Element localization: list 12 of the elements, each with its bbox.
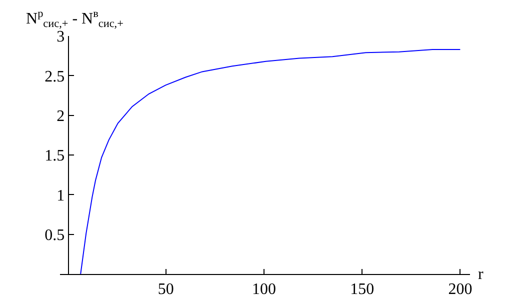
y-tick-label: 0.5 bbox=[44, 226, 65, 244]
y-tick-label: 2 bbox=[56, 108, 65, 125]
y-tick-label: 1.5 bbox=[44, 148, 65, 165]
y-tick-label: 1 bbox=[56, 187, 65, 204]
x-axis-title: r bbox=[478, 266, 484, 283]
line-series bbox=[80, 48, 461, 274]
x-tick-label: 100 bbox=[252, 281, 276, 298]
x-tick-label: 150 bbox=[350, 281, 374, 298]
x-tick-label: 50 bbox=[158, 281, 174, 298]
x-tick-label: 200 bbox=[448, 281, 472, 298]
y-tick-label: 2.5 bbox=[44, 68, 65, 86]
y-tick-label: 3 bbox=[56, 28, 65, 46]
